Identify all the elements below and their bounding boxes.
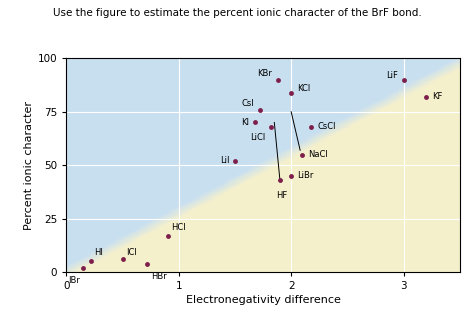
Y-axis label: Percent ionic character: Percent ionic character	[24, 101, 34, 230]
Text: NaCl: NaCl	[308, 150, 328, 159]
Text: KI: KI	[242, 118, 250, 127]
Text: KCl: KCl	[297, 84, 310, 93]
Text: KF: KF	[432, 92, 442, 101]
Text: LiBr: LiBr	[297, 171, 313, 180]
Text: HI: HI	[94, 249, 103, 257]
Text: CsI: CsI	[241, 99, 254, 108]
Text: CsCl: CsCl	[317, 122, 336, 131]
Text: ICl: ICl	[126, 249, 137, 257]
X-axis label: Electronegativity difference: Electronegativity difference	[186, 295, 340, 305]
Text: KBr: KBr	[257, 69, 272, 78]
Text: HCl: HCl	[171, 223, 185, 232]
Text: LiI: LiI	[220, 156, 229, 166]
Text: LiCl: LiCl	[250, 133, 265, 142]
Text: Use the figure to estimate the percent ionic character of the BrF bond.: Use the figure to estimate the percent i…	[53, 8, 421, 18]
Text: LiF: LiF	[386, 71, 398, 80]
Text: IBr: IBr	[68, 276, 80, 285]
Text: HF: HF	[276, 191, 288, 200]
Text: HBr: HBr	[151, 272, 166, 281]
